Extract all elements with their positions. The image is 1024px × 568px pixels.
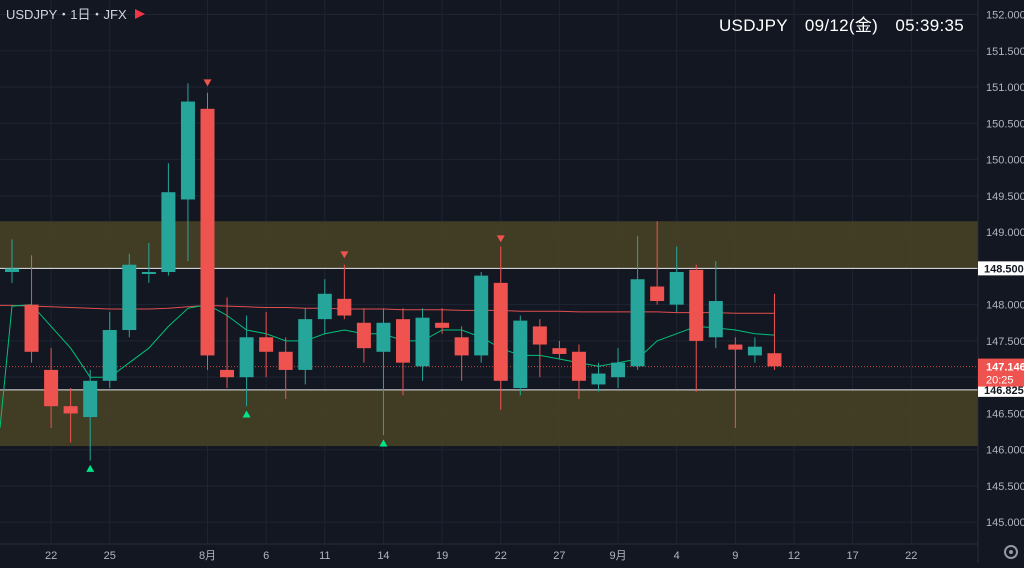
legend-text: USDJPY・1日・JFX xyxy=(6,4,127,23)
candle[interactable] xyxy=(513,321,527,388)
candle[interactable] xyxy=(161,192,175,272)
time-tick-label: 6 xyxy=(263,550,269,562)
candle[interactable] xyxy=(650,287,664,302)
candle[interactable] xyxy=(670,272,684,305)
price-tick-label: 151.000 xyxy=(986,82,1024,94)
candle[interactable] xyxy=(25,305,39,352)
candle[interactable] xyxy=(474,276,488,356)
candle[interactable] xyxy=(122,265,136,330)
candle[interactable] xyxy=(709,301,723,337)
range-zone[interactable] xyxy=(0,390,978,446)
time-tick-label: 9 xyxy=(732,550,738,562)
price-tick-label: 146.000 xyxy=(986,445,1024,457)
candle[interactable] xyxy=(337,299,351,316)
time-tick-label: 22 xyxy=(495,550,507,562)
candle[interactable] xyxy=(592,374,606,385)
candle[interactable] xyxy=(728,345,742,350)
range-zone[interactable] xyxy=(0,221,978,268)
time-tick-label: 25 xyxy=(104,550,116,562)
price-tick-label: 149.000 xyxy=(986,227,1024,239)
candle[interactable] xyxy=(220,370,234,377)
upper-line-price-tag-text: 148.500 xyxy=(984,263,1024,275)
settings-gear-icon[interactable] xyxy=(1004,545,1018,559)
candle[interactable] xyxy=(631,279,645,366)
candle[interactable] xyxy=(396,319,410,363)
candle[interactable] xyxy=(142,272,156,274)
candle[interactable] xyxy=(259,337,273,352)
price-tick-label: 145.500 xyxy=(986,481,1024,493)
time-tick-label: 8月 xyxy=(199,550,216,562)
countdown-text: 20:25 xyxy=(986,375,1014,387)
candle[interactable] xyxy=(64,406,78,413)
candle[interactable] xyxy=(83,381,97,417)
candle[interactable] xyxy=(455,337,469,355)
candle[interactable] xyxy=(5,268,19,272)
time-tick-label: 27 xyxy=(553,550,565,562)
candle[interactable] xyxy=(416,318,430,367)
candle[interactable] xyxy=(494,283,508,381)
price-tick-label: 151.500 xyxy=(986,46,1024,58)
lower-line-price-tag-text: 146.825 xyxy=(984,385,1024,397)
time-tick-label: 4 xyxy=(674,550,680,562)
time-tick-label: 9月 xyxy=(609,550,626,562)
time-tick-label: 17 xyxy=(847,550,859,562)
price-tick-label: 148.000 xyxy=(986,300,1024,312)
time-tick-label: 14 xyxy=(377,550,389,562)
candle[interactable] xyxy=(689,270,703,341)
candle[interactable] xyxy=(572,352,586,381)
price-tick-label: 149.500 xyxy=(986,191,1024,203)
price-tick-label: 147.500 xyxy=(986,336,1024,348)
candle[interactable] xyxy=(533,326,547,344)
price-tick-label: 150.500 xyxy=(986,118,1024,130)
candle[interactable] xyxy=(44,370,58,406)
clock-display: USDJPY 09/12(金) 05:39:35 xyxy=(719,11,964,36)
price-tick-label: 146.500 xyxy=(986,408,1024,420)
candle[interactable] xyxy=(357,323,371,348)
last-price-text: 147.146 xyxy=(986,362,1024,374)
time-tick-label: 22 xyxy=(45,550,57,562)
time-tick-label: 19 xyxy=(436,550,448,562)
candle[interactable] xyxy=(298,319,312,370)
candle[interactable] xyxy=(376,323,390,352)
candle[interactable] xyxy=(201,109,215,356)
candle[interactable] xyxy=(103,330,117,381)
flag-icon[interactable] xyxy=(135,9,145,19)
candle[interactable] xyxy=(611,363,625,378)
candle[interactable] xyxy=(279,352,293,370)
time-tick-label: 12 xyxy=(788,550,800,562)
price-tick-label: 152.000 xyxy=(986,10,1024,22)
candle[interactable] xyxy=(318,294,332,319)
candle[interactable] xyxy=(552,348,566,354)
price-tick-label: 150.000 xyxy=(986,155,1024,167)
time-tick-label: 22 xyxy=(905,550,917,562)
candle[interactable] xyxy=(748,347,762,356)
candle[interactable] xyxy=(767,353,781,366)
candle[interactable] xyxy=(240,337,254,377)
candle[interactable] xyxy=(435,323,449,328)
symbol-legend[interactable]: USDJPY・1日・JFX xyxy=(6,4,145,23)
price-tick-label: 145.000 xyxy=(986,517,1024,529)
time-tick-label: 11 xyxy=(319,550,330,562)
candle[interactable] xyxy=(181,102,195,200)
